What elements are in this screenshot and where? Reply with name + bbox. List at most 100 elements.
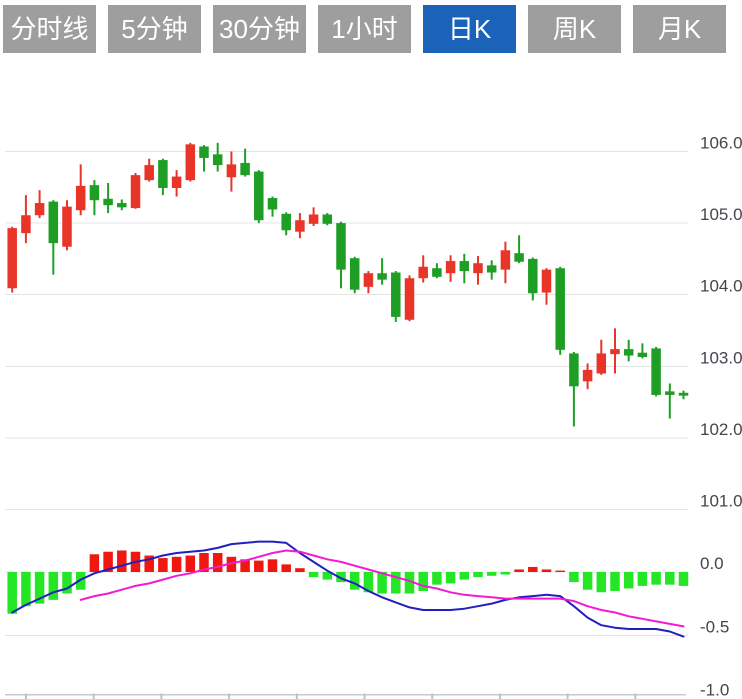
candle-wick <box>641 343 644 359</box>
tab-weekly-k[interactable]: 周K <box>528 5 621 53</box>
macd-bar-down <box>623 572 634 589</box>
candle-up <box>541 269 552 293</box>
candle-down <box>267 198 278 210</box>
macd-bar-down <box>637 572 648 586</box>
candle-down <box>281 213 291 231</box>
macd-axis-label: 0.0 <box>700 554 724 573</box>
price-axis-label: 104.0 <box>700 277 742 296</box>
macd-bar-down <box>34 572 45 604</box>
candle-up <box>473 263 483 274</box>
candle-down <box>117 203 127 208</box>
macd-bar-up <box>144 555 154 572</box>
candle-down <box>665 391 675 395</box>
macd-bar-up <box>185 555 196 572</box>
candle-down <box>528 258 538 294</box>
dea-line <box>79 549 685 628</box>
candle-up <box>404 278 415 320</box>
candle-down <box>349 258 360 290</box>
tab-30min[interactable]: 30分钟 <box>213 5 306 53</box>
candle-up <box>610 349 620 355</box>
candle-up <box>445 261 456 274</box>
macd-bar-down <box>459 572 470 580</box>
candle-up <box>21 215 31 234</box>
candle-down <box>514 253 524 262</box>
price-axis-label: 105.0 <box>700 205 742 224</box>
dif-line <box>11 540 685 638</box>
macd-bar-up <box>199 553 209 572</box>
tab-1hour[interactable]: 1小时 <box>318 5 411 53</box>
candle-up <box>130 175 141 209</box>
macd-bar-up <box>89 554 100 572</box>
macd-bar-up <box>267 559 278 572</box>
macd-bar-up <box>254 560 264 572</box>
macd-bar-down <box>445 572 456 584</box>
candle-up <box>62 206 72 247</box>
candle-wick <box>381 258 384 285</box>
macd-bar-down <box>473 572 483 578</box>
candle-up <box>500 250 511 270</box>
candle-down <box>89 185 100 201</box>
candle-wick <box>244 148 247 177</box>
price-axis-label: 102.0 <box>700 420 742 439</box>
macd-bar-down <box>569 572 579 583</box>
candle-down <box>336 223 346 270</box>
tab-daily-k[interactable]: 日K <box>423 5 516 53</box>
price-axis-label: 103.0 <box>700 348 742 367</box>
candle-up <box>582 369 593 382</box>
candle-down <box>678 392 689 396</box>
macd-bar-up <box>226 556 237 572</box>
macd-bar-down <box>349 572 360 590</box>
candle-down <box>103 198 113 206</box>
macd-bar-down <box>75 572 86 590</box>
candle-down <box>48 201 59 244</box>
candle-down <box>432 268 442 277</box>
candle-wick <box>518 235 521 264</box>
candle-up <box>75 185 86 211</box>
candle-down <box>623 349 634 356</box>
macd-bar-down <box>363 572 374 593</box>
candle-down <box>158 160 168 189</box>
candle-down <box>212 154 223 166</box>
candle-down <box>459 261 470 272</box>
macd-bar-down <box>610 572 620 591</box>
candle-wick <box>668 383 671 419</box>
macd-bar-up <box>117 550 127 572</box>
candle-up <box>171 176 182 189</box>
macd-bar-up <box>555 570 565 572</box>
macd-axis-label: -1.0 <box>700 681 729 699</box>
candle-down <box>240 162 250 176</box>
macd-bar-up <box>240 559 250 572</box>
candle-up <box>308 214 319 224</box>
price-axis-label: 101.0 <box>700 492 742 511</box>
macd-bar-down <box>596 572 607 593</box>
macd-bar-down <box>404 572 415 594</box>
tab-minute-line[interactable]: 分时线 <box>3 5 96 53</box>
candle-up <box>34 203 45 216</box>
candle-down <box>555 268 565 350</box>
macd-bar-down <box>336 572 346 583</box>
macd-bar-down <box>500 572 511 575</box>
macd-bar-up <box>158 558 168 572</box>
candle-down <box>199 146 209 158</box>
candle-up <box>596 353 607 374</box>
macd-bar-up <box>295 568 305 572</box>
candle-wick <box>107 183 110 214</box>
candle-down <box>569 353 579 387</box>
candle-down <box>254 171 264 221</box>
candle-down <box>377 273 387 280</box>
macd-bar-down <box>377 572 387 594</box>
tab-5min[interactable]: 5分钟 <box>108 5 201 53</box>
macd-bar-down <box>678 572 689 586</box>
macd-bar-up <box>171 556 182 572</box>
macd-bar-down <box>21 572 31 607</box>
candle-up <box>418 266 428 279</box>
tab-monthly-k[interactable]: 月K <box>633 5 726 53</box>
macd-bar-down <box>432 572 442 585</box>
macd-bar-up <box>103 551 113 572</box>
macd-bar-up <box>528 566 538 572</box>
macd-bar-down <box>48 572 59 600</box>
interval-tabbar: 分时线 5分钟 30分钟 1小时 日K 周K 月K <box>3 5 726 53</box>
macd-bar-down <box>62 572 72 594</box>
candle-wick <box>203 145 205 172</box>
